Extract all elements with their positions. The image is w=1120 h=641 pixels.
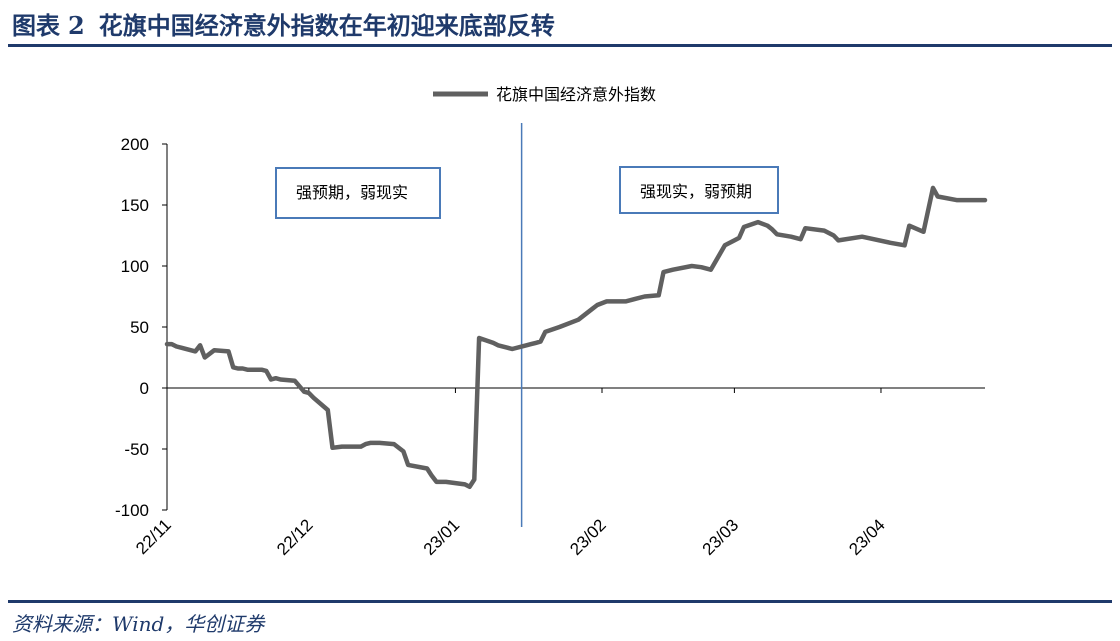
figure-number: 2 [68, 11, 85, 40]
y-tick-label: -50 [124, 440, 149, 459]
x-tick-label: 23/04 [845, 515, 889, 559]
y-tick-label: 100 [121, 257, 149, 276]
y-tick-label: 150 [121, 196, 149, 215]
legend-label: 花旗中国经济意外指数 [496, 85, 656, 104]
annotation-box [619, 166, 779, 214]
x-tick-label: 23/01 [420, 515, 464, 559]
source-note: 资料来源：Wind，华创证券 [12, 612, 265, 636]
y-tick-label: -100 [115, 501, 149, 520]
figure-title: 图表 2 花旗中国经济意外指数在年初迎来底部反转 [12, 6, 555, 41]
figure-header: 图表 2 花旗中国经济意外指数在年初迎来底部反转 [0, 0, 1120, 47]
y-tick-label: 50 [130, 318, 149, 337]
x-tick-label: 22/12 [273, 515, 317, 559]
x-tick-label: 22/11 [132, 515, 175, 558]
annotation-box [275, 167, 441, 219]
annotation-label: 强现实，弱预期 [640, 182, 752, 201]
figure-label: 图表 [12, 11, 60, 40]
figure-title-text: 花旗中国经济意外指数在年初迎来底部反转 [98, 11, 555, 40]
footer-rule [8, 600, 1112, 603]
x-tick-label: 23/03 [699, 515, 743, 559]
series-line [164, 185, 988, 490]
annotation-label: 强预期，弱现实 [296, 183, 408, 202]
plot-area [164, 123, 988, 527]
annotations: 强预期，弱现实 强现实，弱预期 [275, 166, 779, 219]
legend: 花旗中国经济意外指数 [433, 85, 656, 104]
header-rule [8, 44, 1112, 47]
y-tick-label: 200 [121, 135, 149, 154]
y-tick-label: 0 [140, 379, 149, 398]
x-tick-label: 23/02 [566, 515, 610, 559]
